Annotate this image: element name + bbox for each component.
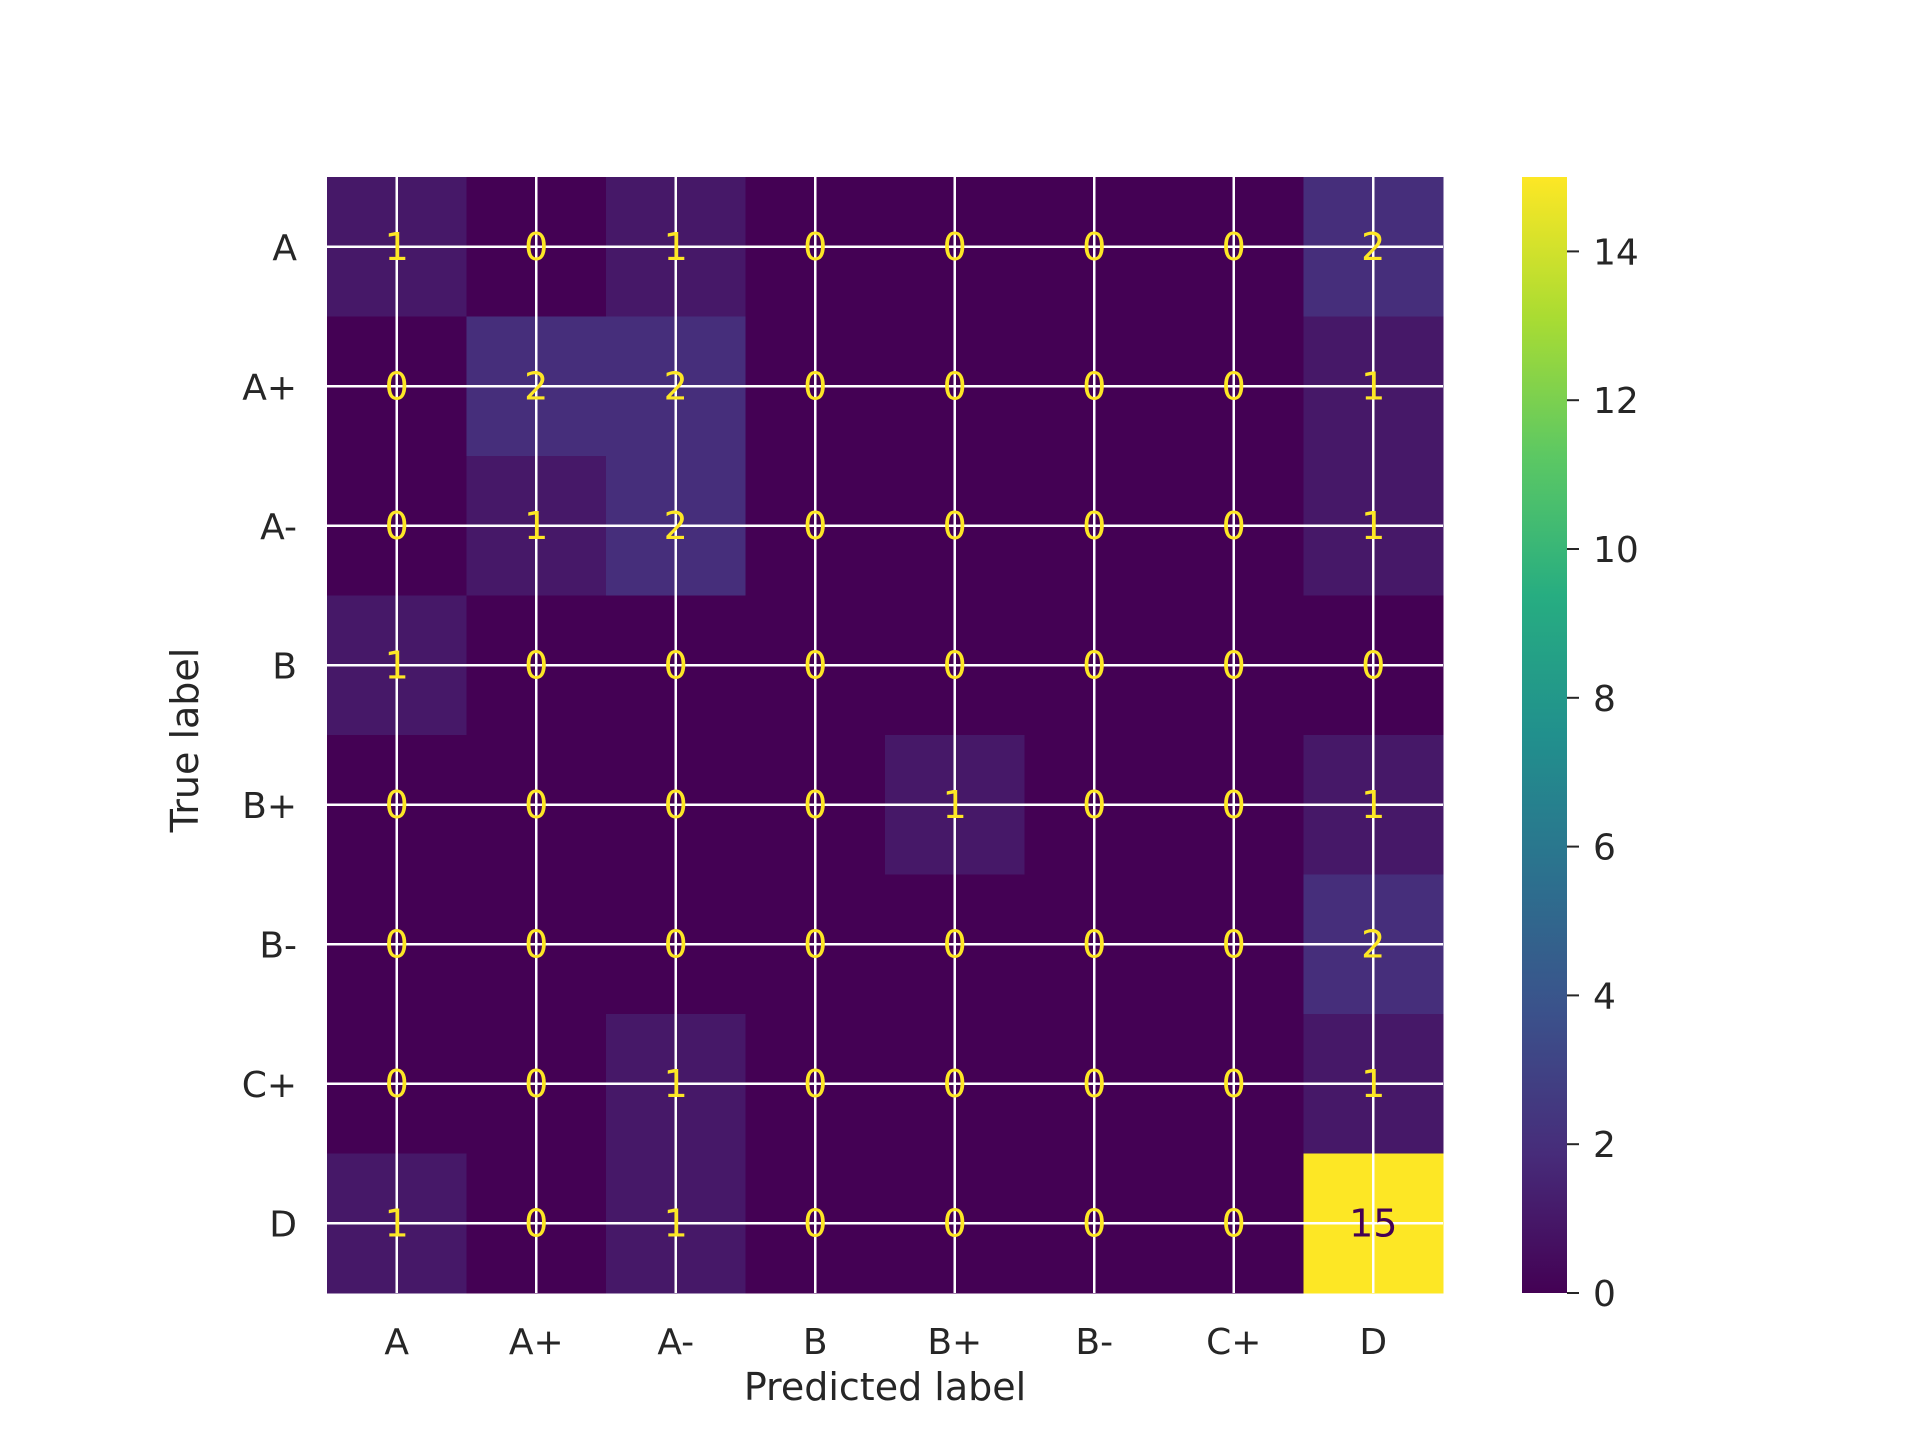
- x-tick-label: A+: [509, 1322, 564, 1363]
- x-tick-label: A-: [657, 1322, 694, 1363]
- x-axis-ticks: A A+ A- B B+ B- C+ D: [384, 1322, 1387, 1363]
- cell-value-5-5: 0: [1082, 922, 1106, 966]
- cell-value-2-0: 0: [385, 504, 409, 548]
- colorbar-tick-label: 6: [1593, 828, 1616, 869]
- cell-value-1-4: 0: [943, 364, 967, 408]
- y-tick-label: D: [269, 1204, 297, 1245]
- cell-value-labels: 1 0 1 0 0 0 0 2 0 2 2 0 0 0 0 1 0 1 2 0 0 0 0 1 1 0 0 0 0 0 0 0 0 0 0 0 1 0 0 1…: [385, 225, 1398, 1246]
- cell-value-3-0: 1: [385, 643, 409, 687]
- cell-value-0-6: 0: [1222, 225, 1246, 269]
- cell-value-0-0: 1: [385, 225, 409, 269]
- cell-value-3-3: 0: [803, 643, 827, 687]
- x-tick-label: B-: [1075, 1322, 1113, 1363]
- cell-value-2-4: 0: [943, 504, 967, 548]
- x-tick-label: C+: [1206, 1322, 1261, 1363]
- cell-value-0-4: 0: [943, 225, 967, 269]
- cell-value-0-7: 2: [1361, 225, 1385, 269]
- x-tick-label: B: [803, 1322, 828, 1363]
- cell-value-5-1: 0: [524, 922, 548, 966]
- cell-value-1-5: 0: [1082, 364, 1106, 408]
- grid-lines: [327, 177, 1443, 1293]
- cell-value-6-5: 0: [1082, 1062, 1106, 1106]
- cell-value-6-6: 0: [1222, 1062, 1246, 1106]
- cell-value-5-3: 0: [803, 922, 827, 966]
- cell-value-2-5: 0: [1082, 504, 1106, 548]
- cell-value-0-5: 0: [1082, 225, 1106, 269]
- x-tick-label: D: [1359, 1322, 1387, 1363]
- cell-value-7-5: 0: [1082, 1201, 1106, 1245]
- cell-value-6-4: 0: [943, 1062, 967, 1106]
- y-tick-label: C+: [242, 1065, 297, 1106]
- cell-value-4-5: 0: [1082, 783, 1106, 827]
- cell-value-5-6: 0: [1222, 922, 1246, 966]
- cell-value-4-3: 0: [803, 783, 827, 827]
- cell-value-3-4: 0: [943, 643, 967, 687]
- y-axis-title: True label: [163, 648, 207, 834]
- cell-value-1-6: 0: [1222, 364, 1246, 408]
- cell-value-2-6: 0: [1222, 504, 1246, 548]
- cell-value-2-1: 1: [524, 504, 548, 548]
- cell-value-4-1: 0: [524, 783, 548, 827]
- y-tick-label: A: [272, 228, 297, 269]
- y-tick-label: B+: [242, 786, 297, 827]
- cell-value-5-4: 0: [943, 922, 967, 966]
- cell-value-4-7: 1: [1361, 783, 1385, 827]
- colorbar-tick-label: 4: [1593, 976, 1616, 1017]
- cell-value-6-1: 0: [524, 1062, 548, 1106]
- cell-value-7-7: 15: [1349, 1201, 1397, 1245]
- cell-value-7-4: 0: [943, 1201, 967, 1245]
- cell-value-1-3: 0: [803, 364, 827, 408]
- cell-value-7-2: 1: [664, 1201, 688, 1245]
- x-axis-title: Predicted label: [744, 1365, 1026, 1409]
- colorbar-tick-label: 2: [1593, 1125, 1616, 1166]
- cell-value-4-0: 0: [385, 783, 409, 827]
- y-tick-label: A-: [260, 507, 297, 548]
- cell-value-1-2: 2: [664, 364, 688, 408]
- colorbar-tick-label: 8: [1593, 679, 1616, 720]
- colorbar-tick-label: 14: [1593, 232, 1639, 273]
- cell-value-6-3: 0: [803, 1062, 827, 1106]
- cell-value-4-2: 0: [664, 783, 688, 827]
- colorbar-tick-label: 12: [1593, 381, 1639, 422]
- cell-value-2-2: 2: [664, 504, 688, 548]
- cell-value-6-2: 1: [664, 1062, 688, 1106]
- cell-value-4-6: 0: [1222, 783, 1246, 827]
- heatmap-cells: [327, 177, 1444, 1294]
- cell-value-3-5: 0: [1082, 643, 1106, 687]
- cell-value-5-0: 0: [385, 922, 409, 966]
- cell-value-1-0: 0: [385, 364, 409, 408]
- cell-value-3-7: 0: [1361, 643, 1385, 687]
- colorbar: 0 2 4 6 8 10 12 14: [1522, 177, 1639, 1315]
- cell-value-6-0: 0: [385, 1062, 409, 1106]
- cell-value-0-3: 0: [803, 225, 827, 269]
- x-tick-label: B+: [927, 1322, 982, 1363]
- y-tick-label: B: [272, 646, 297, 687]
- colorbar-gradient: [1522, 177, 1567, 1293]
- cell-value-6-7: 1: [1361, 1062, 1385, 1106]
- cell-value-4-4: 1: [943, 783, 967, 827]
- cell-value-7-3: 0: [803, 1201, 827, 1245]
- cell-value-5-2: 0: [664, 922, 688, 966]
- cell-value-2-3: 0: [803, 504, 827, 548]
- y-axis-ticks: A A+ A- B B+ B- C+ D: [242, 228, 298, 1246]
- cell-value-1-7: 1: [1361, 364, 1385, 408]
- cell-value-0-2: 1: [664, 225, 688, 269]
- cell-value-7-1: 0: [524, 1201, 548, 1245]
- x-tick-label: A: [384, 1322, 409, 1363]
- colorbar-tick-label: 10: [1593, 530, 1639, 571]
- colorbar-tick-label: 0: [1593, 1274, 1616, 1315]
- cell-value-3-2: 0: [664, 643, 688, 687]
- cell-value-3-6: 0: [1222, 643, 1246, 687]
- y-tick-label: A+: [242, 367, 297, 408]
- cell-value-3-1: 0: [524, 643, 548, 687]
- cell-value-1-1: 2: [524, 364, 548, 408]
- cell-value-7-6: 0: [1222, 1201, 1246, 1245]
- cell-value-0-1: 0: [524, 225, 548, 269]
- y-tick-label: B-: [259, 925, 297, 966]
- cell-value-5-7: 2: [1361, 922, 1385, 966]
- cell-value-2-7: 1: [1361, 504, 1385, 548]
- cell-value-7-0: 1: [385, 1201, 409, 1245]
